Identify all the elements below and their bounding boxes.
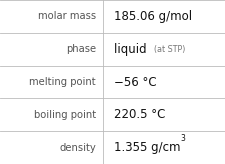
Text: density: density <box>59 143 96 153</box>
Text: (at STP): (at STP) <box>154 45 185 54</box>
Text: 220.5 °C: 220.5 °C <box>114 108 165 121</box>
Text: phase: phase <box>66 44 96 54</box>
Text: liquid: liquid <box>114 43 154 56</box>
Text: molar mass: molar mass <box>38 11 96 21</box>
Text: 185.06 g/mol: 185.06 g/mol <box>114 10 191 23</box>
Text: melting point: melting point <box>29 77 96 87</box>
Text: −56 °C: −56 °C <box>114 75 156 89</box>
Text: boiling point: boiling point <box>34 110 96 120</box>
Text: 1.355 g/cm: 1.355 g/cm <box>114 141 180 154</box>
Text: 3: 3 <box>180 134 185 143</box>
